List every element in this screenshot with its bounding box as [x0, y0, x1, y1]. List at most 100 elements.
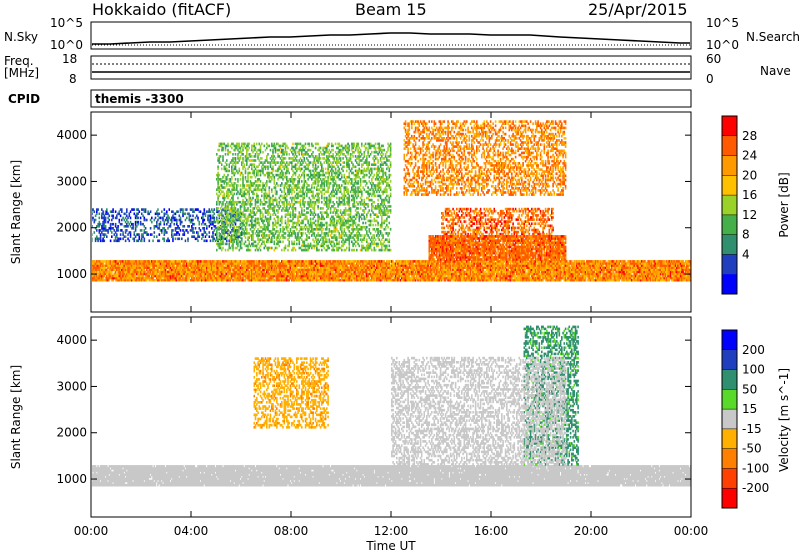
data-cell [552, 262, 554, 265]
data-cell [326, 276, 328, 280]
data-cell [459, 260, 462, 263]
data-cell [157, 239, 159, 243]
data-cell [94, 276, 97, 280]
data-cell [388, 270, 391, 274]
data-cell [324, 268, 327, 272]
data-cell [429, 264, 432, 267]
data-cell [204, 272, 207, 276]
data-cell [471, 276, 473, 280]
data-cell [279, 276, 282, 280]
data-cell [584, 268, 587, 272]
data-cell [379, 262, 382, 265]
data-cell [123, 260, 126, 263]
data-cell [478, 264, 481, 267]
data-cell [402, 276, 404, 280]
data-cell [223, 278, 226, 282]
data-cell [422, 266, 424, 269]
data-cell [149, 266, 152, 269]
data-cell [252, 266, 254, 269]
data-cell [226, 268, 228, 272]
data-cell [414, 268, 417, 272]
data-cell [512, 260, 514, 263]
data-cell [173, 262, 176, 265]
data-cell [548, 270, 551, 274]
data-cell [236, 262, 238, 265]
data-cell [429, 262, 432, 265]
data-cell [538, 260, 541, 263]
data-cell [478, 272, 481, 276]
data-cell [194, 278, 197, 282]
data-cell [194, 274, 197, 278]
data-cell [134, 268, 137, 272]
data-cell [473, 264, 476, 267]
data-cell [518, 264, 521, 267]
data-cell [148, 266, 151, 269]
data-cell [438, 276, 440, 280]
data-cell [163, 276, 166, 280]
data-cell [92, 260, 94, 263]
data-cell [569, 268, 572, 272]
data-cell [446, 264, 448, 267]
data-cell [362, 262, 364, 265]
data-cell [286, 274, 288, 278]
data-cell [442, 268, 444, 272]
data-cell [357, 276, 359, 280]
data-cell [291, 264, 293, 267]
data-cell [471, 268, 473, 272]
data-cell [542, 266, 544, 269]
data-cell [124, 260, 127, 263]
data-cell [256, 262, 258, 265]
data-cell [486, 264, 488, 267]
data-cell [311, 262, 313, 265]
data-cell [269, 264, 272, 267]
data-cell [284, 272, 287, 276]
data-cell [156, 264, 158, 267]
data-cell [267, 274, 269, 278]
data-cell [533, 262, 536, 265]
data-cell [252, 274, 254, 278]
data-cell [329, 270, 332, 274]
data-cell [572, 268, 574, 272]
data-cell [523, 268, 526, 272]
data-cell [431, 264, 433, 267]
data-cell [347, 274, 349, 278]
data-cell [212, 278, 214, 282]
data-cell [242, 278, 244, 282]
data-cell [223, 274, 226, 278]
data-cell [412, 270, 414, 274]
data-cell [497, 262, 499, 265]
data-cell [187, 278, 189, 282]
data-cell [201, 274, 203, 278]
data-cell [459, 278, 462, 282]
data-cell [158, 270, 161, 274]
data-cell [331, 262, 333, 265]
data-cell [517, 260, 519, 263]
data-cell [509, 262, 512, 265]
data-cell [192, 270, 194, 274]
data-cell [106, 276, 108, 280]
data-cell [198, 274, 201, 278]
data-cell [583, 262, 586, 265]
data-cell [188, 270, 190, 274]
data-cell [207, 276, 209, 280]
data-cell [467, 270, 469, 274]
data-cell [297, 260, 299, 263]
data-cell [444, 270, 447, 274]
data-cell [329, 266, 332, 269]
data-cell [514, 274, 517, 278]
data-cell [138, 272, 141, 276]
data-cell [111, 270, 113, 274]
data-cell [297, 264, 299, 267]
data-cell [328, 272, 331, 276]
data-cell [309, 264, 312, 267]
data-cell [483, 274, 486, 278]
data-cell [341, 278, 343, 282]
data-cell [459, 272, 462, 276]
data-cell [533, 278, 536, 282]
data-cell [544, 278, 547, 282]
data-cell [339, 260, 342, 263]
data-cell [129, 278, 132, 282]
data-cell [253, 278, 256, 282]
data-cell [582, 262, 584, 265]
data-cell [581, 278, 583, 282]
